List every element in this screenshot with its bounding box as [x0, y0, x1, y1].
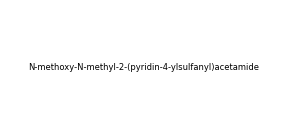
Text: N-methoxy-N-methyl-2-(pyridin-4-ylsulfanyl)acetamide: N-methoxy-N-methyl-2-(pyridin-4-ylsulfan…	[29, 62, 259, 72]
